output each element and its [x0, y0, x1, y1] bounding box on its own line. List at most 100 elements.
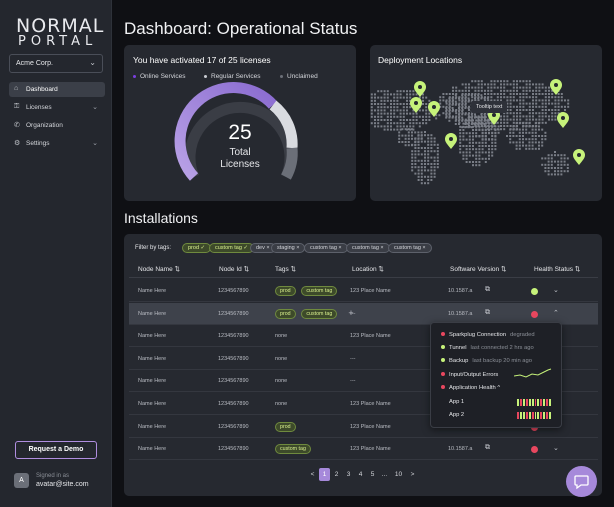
page-3[interactable]: 3: [346, 471, 351, 478]
filter-tag[interactable]: custom tag ×: [346, 243, 390, 253]
page-next[interactable]: >: [410, 471, 415, 478]
map-dot: [487, 83, 490, 86]
map-dot: [509, 109, 512, 111]
location-pin-icon[interactable]: [414, 81, 426, 97]
map-dot: [390, 103, 392, 105]
health-label: Backup: [449, 358, 469, 364]
page-1[interactable]: 1: [319, 468, 330, 481]
col-node-id[interactable]: Node Id ⇅: [219, 266, 250, 273]
col-software-version[interactable]: Software Version ⇅: [450, 266, 507, 273]
map-dot: [516, 80, 518, 83]
map-dot: [554, 99, 557, 102]
map-dot: [516, 105, 518, 108]
filter-tag[interactable]: custom tag ×: [388, 243, 432, 253]
health-item-app-health[interactable]: Application Health ^: [441, 385, 500, 391]
map-dot: [477, 115, 480, 118]
legend-regular: Regular Services: [204, 73, 261, 80]
avatar[interactable]: A: [14, 473, 29, 488]
chat-button[interactable]: [566, 466, 597, 497]
map-dot: [462, 129, 465, 131]
external-link-icon[interactable]: ⧉: [485, 286, 490, 293]
page-5[interactable]: 5: [370, 471, 375, 478]
map-dot: [430, 175, 433, 178]
map-dot: [471, 80, 474, 83]
filter-tag[interactable]: prod ✓: [182, 243, 212, 253]
health-dot-icon: [531, 446, 538, 454]
map-dot: [490, 83, 493, 86]
map-dot: [433, 175, 436, 178]
location-pin-icon[interactable]: [488, 109, 500, 125]
map-dot: [525, 109, 528, 111]
org-selector[interactable]: Acme Corp. ⌄: [9, 54, 103, 73]
health-bar: [528, 399, 531, 406]
col-health-status[interactable]: Health Status ⇅: [534, 266, 581, 273]
map-dot: [465, 157, 468, 160]
map-dot: [407, 134, 410, 137]
filter-tag[interactable]: staging ×: [271, 243, 306, 253]
external-link-icon[interactable]: ⧉: [485, 308, 490, 316]
map-dot: [534, 147, 537, 150]
location-pin-icon[interactable]: [445, 133, 457, 149]
chevron-down-icon[interactable]: ⌄: [553, 287, 559, 294]
col-location[interactable]: Location ⇅: [352, 266, 384, 273]
tag-chip[interactable]: prod: [275, 286, 296, 296]
map-dot: [480, 80, 483, 83]
map-dot: [512, 112, 515, 115]
map-dot: [477, 89, 480, 92]
map-dot: [563, 163, 566, 166]
sidebar-item-settings[interactable]: ⚙ Settings ⌄: [9, 136, 105, 151]
sidebar-item-dashboard[interactable]: ⌂ Dashboard: [9, 82, 105, 97]
installations-title: Installations: [124, 210, 198, 226]
page-2[interactable]: 2: [334, 471, 339, 478]
tag-chip[interactable]: custom tag: [301, 286, 338, 296]
location-pin-icon[interactable]: [557, 112, 569, 128]
map-dot: [478, 135, 481, 137]
table-row[interactable]: Name Here 1234567890 prod custom tag + --- 10.…: [129, 302, 598, 325]
map-dot: [399, 90, 402, 93]
filter-tag[interactable]: custom tag ✓: [209, 243, 255, 253]
page-10[interactable]: 10: [394, 471, 403, 478]
tag-chip[interactable]: custom tag: [275, 444, 311, 455]
tag-chip[interactable]: custom tag: [301, 308, 338, 319]
map-dot: [522, 93, 525, 95]
table-row[interactable]: Name Here 1234567890 prod custom tag 123 Pla…: [129, 280, 598, 302]
col-node-name[interactable]: Node Name ⇅: [138, 266, 180, 273]
map-dot: [512, 141, 515, 144]
location-pin-icon[interactable]: [573, 149, 585, 165]
map-dot: [393, 103, 396, 105]
map-dot: [383, 99, 386, 102]
page-prev[interactable]: <: [310, 471, 315, 478]
table-row[interactable]: Name Here 1234567890 custom tag 123 Place N…: [129, 438, 598, 461]
chevron-down-icon[interactable]: ⌄: [553, 445, 559, 453]
page-4[interactable]: 4: [358, 471, 363, 478]
filter-tag[interactable]: custom tag ×: [304, 243, 348, 253]
col-tags[interactable]: Tags ⇅: [275, 266, 296, 273]
sidebar-item-organization[interactable]: ✆ Organization: [9, 118, 105, 133]
location-pin-icon[interactable]: [410, 97, 422, 113]
tag-chip[interactable]: prod: [275, 308, 296, 319]
map-dot: [461, 97, 464, 100]
map-dot: [548, 89, 550, 92]
cell-tags-none: none: [275, 378, 288, 385]
map-dot: [452, 86, 454, 89]
chevron-up-icon[interactable]: ⌃: [553, 309, 559, 317]
tag-chip[interactable]: prod: [275, 421, 296, 432]
cell-node-name: Name Here: [138, 401, 167, 407]
map-dot: [474, 113, 476, 116]
map-dot: [525, 80, 528, 83]
request-demo-button[interactable]: Request a Demo: [15, 441, 97, 459]
map-dot: [465, 138, 468, 141]
map-dot: [433, 137, 436, 140]
map-dot: [435, 117, 438, 120]
location-pin-icon[interactable]: [428, 101, 440, 117]
sidebar-item-licenses[interactable]: ⚿ Licenses ⌄: [9, 100, 105, 115]
external-link-icon[interactable]: ⧉: [485, 444, 490, 452]
location-pin-icon[interactable]: [550, 79, 562, 95]
add-tag-icon[interactable]: +: [348, 307, 354, 318]
map-dot: [554, 105, 557, 108]
map-dot: [404, 141, 407, 143]
map-dot: [544, 89, 547, 92]
map-dot: [506, 121, 509, 124]
map-dot: [407, 144, 410, 147]
health-dot-icon: [531, 288, 538, 295]
